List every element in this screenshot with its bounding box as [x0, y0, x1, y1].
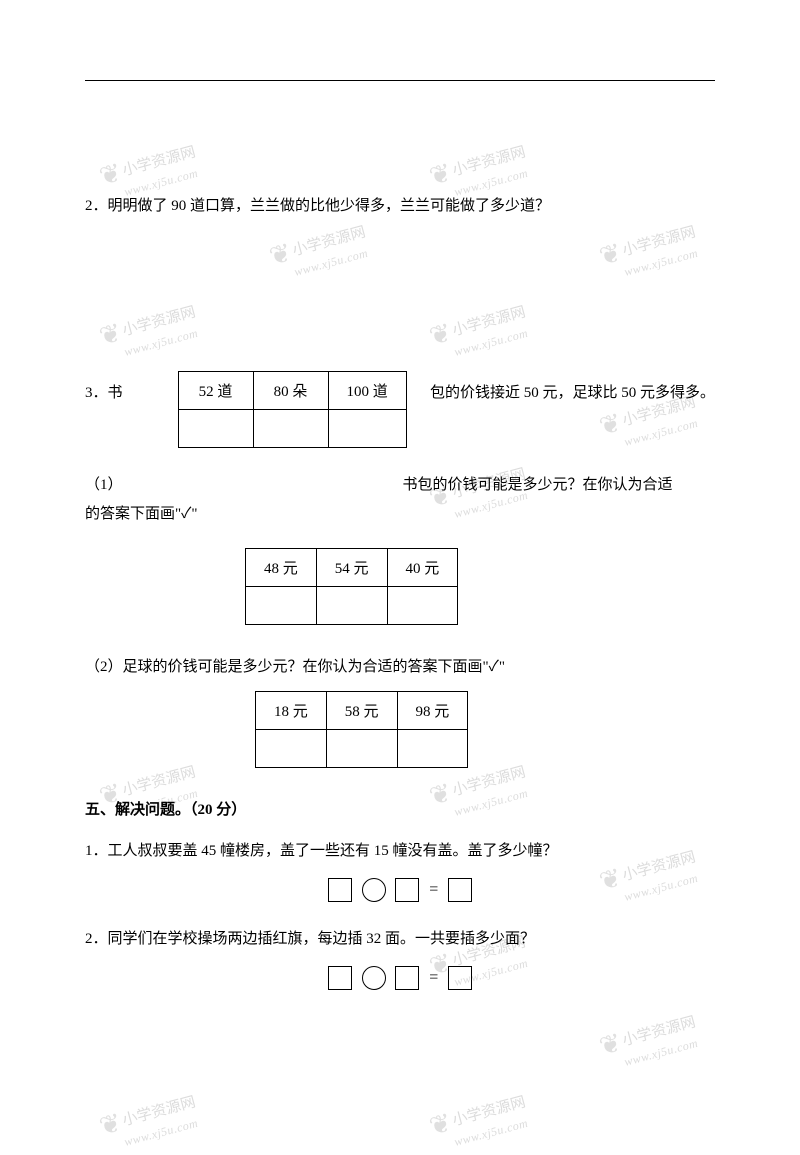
operator-circle[interactable] [362, 878, 386, 902]
table-cell: 54 元 [316, 549, 387, 587]
question-2: 2．明明做了 90 道口算，兰兰做的比他少得多，兰兰可能做了多少道？ [85, 191, 715, 221]
equals-sign: = [429, 969, 438, 987]
equals-sign: = [429, 881, 438, 899]
q3-suffix: 包的价钱接近 50 元，足球比 50 元多得多。 [422, 371, 715, 402]
q3-table2: 18 元 58 元 98 元 [255, 691, 468, 768]
table-cell[interactable] [326, 730, 397, 768]
table-row [178, 410, 406, 448]
section-5-header: 五、解决问题。（20 分） [85, 798, 715, 819]
leaf-icon: ❦ [426, 1108, 455, 1143]
table-cell[interactable] [256, 730, 327, 768]
table-cell[interactable] [397, 730, 468, 768]
equation-1: = [85, 878, 715, 902]
answer-box[interactable] [395, 878, 419, 902]
table-row: 52 道 80 朵 100 道 [178, 372, 406, 410]
q3-sub2: （2）足球的价钱可能是多少元？在你认为合适的答案下面画"✓" [85, 655, 715, 676]
operator-circle[interactable] [362, 966, 386, 990]
table-cell[interactable] [178, 410, 253, 448]
table-row [246, 587, 458, 625]
q3-answer-hint: 的答案下面画"✓" [85, 502, 715, 523]
table-cell: 100 道 [328, 372, 406, 410]
table-cell: 40 元 [387, 549, 458, 587]
table-cell: 58 元 [326, 692, 397, 730]
leaf-icon: ❦ [96, 1108, 125, 1143]
q3-inline-table: 52 道 80 朵 100 道 [178, 371, 407, 448]
watermark-text: 小学资源网 [451, 1094, 528, 1129]
page-top-rule [85, 80, 715, 81]
table-cell[interactable] [253, 410, 328, 448]
watermark: ❦小学资源网www.xj5u.com [96, 1088, 203, 1155]
problem-2: 2．同学们在学校操场两边插红旗，每边插 32 面。一共要插多少面？ [85, 927, 715, 948]
answer-box[interactable] [448, 878, 472, 902]
answer-box[interactable] [448, 966, 472, 990]
table-cell[interactable] [328, 410, 406, 448]
table-row [256, 730, 468, 768]
equation-2: = [85, 966, 715, 990]
q3-sub1-row: （1） 书包的价钱可能是多少元？在你认为合适 [85, 453, 715, 494]
table-row: 18 元 58 元 98 元 [256, 692, 468, 730]
q3-table1: 48 元 54 元 40 元 [245, 548, 458, 625]
answer-box[interactable] [328, 878, 352, 902]
watermark: ❦小学资源网www.xj5u.com [426, 1088, 533, 1155]
problem-1: 1．工人叔叔要盖 45 幢楼房，盖了一些还有 15 幢没有盖。盖了多少幢？ [85, 839, 715, 860]
q3-prefix: 3．书 [85, 371, 123, 402]
table-cell: 18 元 [256, 692, 327, 730]
table-cell[interactable] [246, 587, 317, 625]
question-3-row: 3．书 52 道 80 朵 100 道 包的价钱接近 50 元，足球比 50 元… [85, 371, 715, 448]
table-cell: 98 元 [397, 692, 468, 730]
watermark-text: 小学资源网 [121, 1094, 198, 1129]
table-cell: 52 道 [178, 372, 253, 410]
table-cell[interactable] [387, 587, 458, 625]
q3-sub1-label: （1） [85, 453, 123, 494]
table-cell[interactable] [316, 587, 387, 625]
answer-box[interactable] [328, 966, 352, 990]
table-row: 48 元 54 元 40 元 [246, 549, 458, 587]
table-cell: 48 元 [246, 549, 317, 587]
watermark-url: www.xj5u.com [123, 1115, 203, 1150]
table-cell: 80 朵 [253, 372, 328, 410]
q3-sub1-text: 书包的价钱可能是多少元？在你认为合适 [123, 453, 673, 494]
watermark-url: www.xj5u.com [453, 1115, 533, 1150]
answer-box[interactable] [395, 966, 419, 990]
